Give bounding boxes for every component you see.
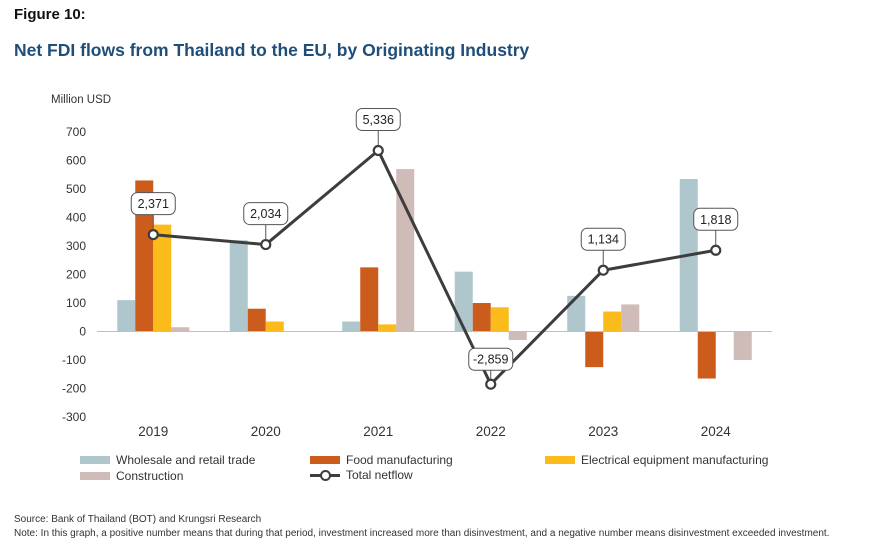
bar <box>265 321 284 332</box>
data-label: 1,134 <box>588 233 619 247</box>
bar <box>454 271 473 332</box>
y-tick-label: 500 <box>66 182 86 196</box>
legend-food: Food manufacturing <box>310 453 453 467</box>
chart-title: Net FDI flows from Thailand to the EU, b… <box>14 40 530 60</box>
bar <box>472 303 491 332</box>
legend-wholesale: Wholesale and retail trade <box>80 453 255 467</box>
data-label-box <box>355 108 401 132</box>
bar <box>585 331 604 368</box>
bar <box>171 327 190 332</box>
bar <box>508 331 527 341</box>
x-tick-label: 2019 <box>138 424 168 439</box>
bar <box>697 331 716 379</box>
netflow-point <box>372 144 384 157</box>
data-label: 1,818 <box>700 213 731 227</box>
netflow-point <box>485 378 497 390</box>
y-tick-label: 300 <box>66 239 86 253</box>
data-label: 2,034 <box>250 207 281 221</box>
legend-label-wholesale: Wholesale and retail trade <box>116 453 256 467</box>
y-tick-label: 400 <box>66 211 86 225</box>
y-tick-label: -200 <box>62 382 86 396</box>
footnote: Note: In this graph, a positive number m… <box>14 528 830 539</box>
y-tick-label: -100 <box>62 353 86 367</box>
bar <box>229 240 248 332</box>
x-tick-label: 2020 <box>251 424 281 439</box>
data-label-box <box>468 347 514 371</box>
data-label: 2,371 <box>138 197 169 211</box>
data-label-box <box>580 227 626 251</box>
legend-swatch-electrical <box>545 456 575 464</box>
legend-label-electrical: Electrical equipment manufacturing <box>581 453 769 467</box>
netflow-point <box>147 229 159 241</box>
legend-label-construction: Construction <box>116 469 184 483</box>
y-tick-label: 100 <box>66 296 86 310</box>
source-note: Source: Bank of Thailand (BOT) and Krung… <box>14 514 262 525</box>
legend-swatch-total-netflow <box>310 469 340 481</box>
y-tick-label: -300 <box>62 410 86 424</box>
data-label: -2,859 <box>473 353 508 367</box>
x-tick-label: 2024 <box>701 424 732 439</box>
data-label: 5,336 <box>363 113 394 127</box>
bar <box>490 307 509 332</box>
legend-label-total-netflow: Total netflow <box>346 468 413 482</box>
legend-total-netflow: Total netflow <box>310 468 413 482</box>
netflow-point <box>597 264 609 276</box>
x-tick-label: 2021 <box>363 424 393 439</box>
data-label-box <box>130 192 176 216</box>
x-tick-label: 2022 <box>476 424 506 439</box>
legend-swatch-construction <box>80 472 110 480</box>
x-tick-label: 2023 <box>588 424 618 439</box>
data-label-box <box>243 202 289 226</box>
chart-canvas: Million USD 700 600 500 400 300 200 100 0 -100 -20… <box>51 94 772 439</box>
bar <box>396 169 415 332</box>
bar <box>621 304 640 332</box>
y-tick-label: 600 <box>66 154 86 168</box>
y-axis-label: Million USD <box>51 94 111 106</box>
legend-swatch-wholesale <box>80 456 110 464</box>
legend-electrical: Electrical equipment manufacturing <box>545 453 768 467</box>
bar <box>117 300 136 332</box>
netflow-point <box>710 244 722 256</box>
bar <box>135 180 154 332</box>
data-label-box <box>693 207 739 231</box>
netflow-point <box>260 238 272 251</box>
legend-swatch-food <box>310 456 340 464</box>
bar <box>360 267 379 332</box>
bar <box>603 311 622 332</box>
bar <box>378 324 397 332</box>
bar <box>733 331 752 360</box>
total-netflow-line <box>153 149 717 386</box>
figure-label: Figure 10: <box>14 6 86 23</box>
legend-label-food: Food manufacturing <box>346 453 453 467</box>
y-tick-label: 200 <box>66 268 86 282</box>
y-tick-label: 0 <box>79 325 86 339</box>
bar <box>153 224 172 332</box>
legend-construction: Construction <box>80 469 183 483</box>
bar <box>342 321 361 332</box>
y-tick-label: 700 <box>66 125 86 139</box>
bar <box>247 308 266 332</box>
bar <box>567 295 586 332</box>
